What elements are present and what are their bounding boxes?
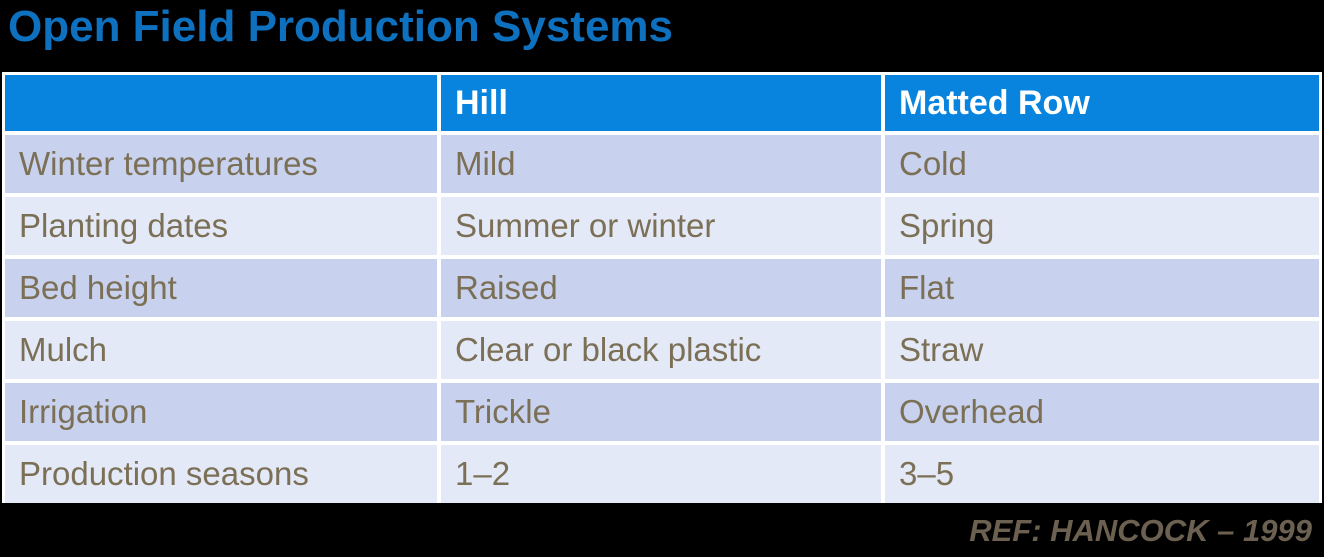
matted-row-cell-planting-dates: Spring: [885, 197, 1319, 255]
matted-row-cell-production-seasons: 3–5: [885, 445, 1319, 503]
hill-cell-winter-temperatures: Mild: [441, 135, 881, 193]
matted-row-cell-bed-height: Flat: [885, 259, 1319, 317]
row-label-production-seasons: Production seasons: [5, 445, 437, 503]
matted-row-cell-irrigation: Overhead: [885, 383, 1319, 441]
hill-cell-production-seasons: 1–2: [441, 445, 881, 503]
row-label-mulch: Mulch: [5, 321, 437, 379]
reference-citation: REF: HANCOCK – 1999: [969, 513, 1312, 548]
row-label-planting-dates: Planting dates: [5, 197, 437, 255]
header-cell-hill: Hill: [441, 75, 881, 131]
row-label-bed-height: Bed height: [5, 259, 437, 317]
matted-row-cell-mulch: Straw: [885, 321, 1319, 379]
row-label-winter-temperatures: Winter temperatures: [5, 135, 437, 193]
header-cell-matted-row: Matted Row: [885, 75, 1319, 131]
production-systems-table: Hill Matted Row Winter temperatures Mild…: [2, 72, 1322, 503]
header-cell-empty: [5, 75, 437, 131]
page-title: Open Field Production Systems: [8, 2, 674, 51]
hill-cell-bed-height: Raised: [441, 259, 881, 317]
hill-cell-planting-dates: Summer or winter: [441, 197, 881, 255]
row-label-irrigation: Irrigation: [5, 383, 437, 441]
matted-row-cell-winter-temperatures: Cold: [885, 135, 1319, 193]
hill-cell-irrigation: Trickle: [441, 383, 881, 441]
hill-cell-mulch: Clear or black plastic: [441, 321, 881, 379]
